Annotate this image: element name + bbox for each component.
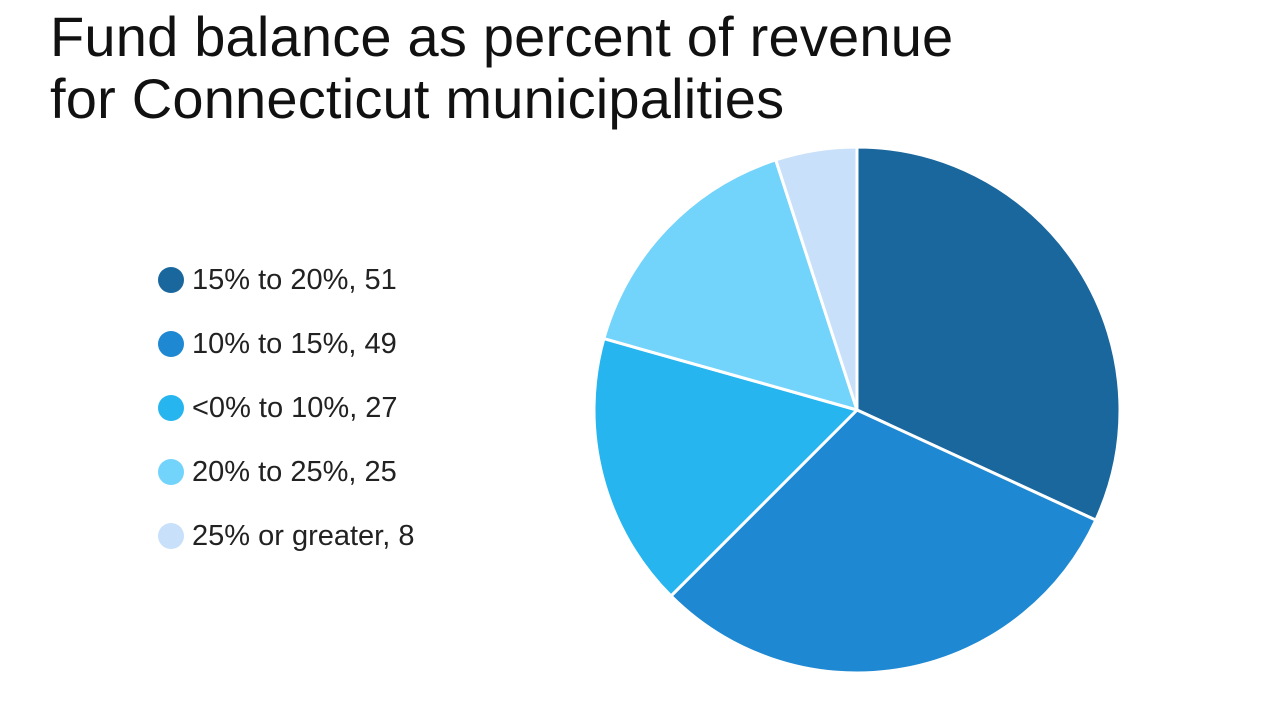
legend-swatch [158, 331, 184, 357]
legend-label: 10% to 15%, 49 [192, 328, 397, 360]
legend-label: 15% to 20%, 51 [192, 264, 397, 296]
legend-swatch [158, 523, 184, 549]
chart-legend: 15% to 20%, 51 10% to 15%, 49 <0% to 10%… [158, 248, 558, 568]
pie-slice-4 [774, 145, 859, 412]
legend-item-10-to-15: 10% to 15%, 49 [158, 312, 558, 376]
legend-swatch [158, 459, 184, 485]
pie-slice-1 [669, 408, 1098, 675]
legend-item-20-to-25: 20% to 25%, 25 [158, 440, 558, 504]
legend-swatch [158, 395, 184, 421]
pie-slice-0 [855, 145, 1122, 522]
chart-title-line-1: Fund balance as percent of revenue [50, 5, 954, 68]
pie-slice-3 [602, 158, 859, 412]
legend-item-15-to-20: 15% to 20%, 51 [158, 248, 558, 312]
legend-label: 25% or greater, 8 [192, 520, 415, 552]
legend-item-25-or-greater: 25% or greater, 8 [158, 504, 558, 568]
legend-label: <0% to 10%, 27 [192, 392, 398, 424]
legend-label: 20% to 25%, 25 [192, 456, 397, 488]
chart-title: Fund balance as percent of revenue for C… [50, 6, 1230, 130]
legend-swatch [158, 267, 184, 293]
pie-slice-2 [592, 337, 859, 598]
chart-title-line-2: for Connecticut municipalities [50, 67, 785, 130]
legend-item-0-to-10: <0% to 10%, 27 [158, 376, 558, 440]
